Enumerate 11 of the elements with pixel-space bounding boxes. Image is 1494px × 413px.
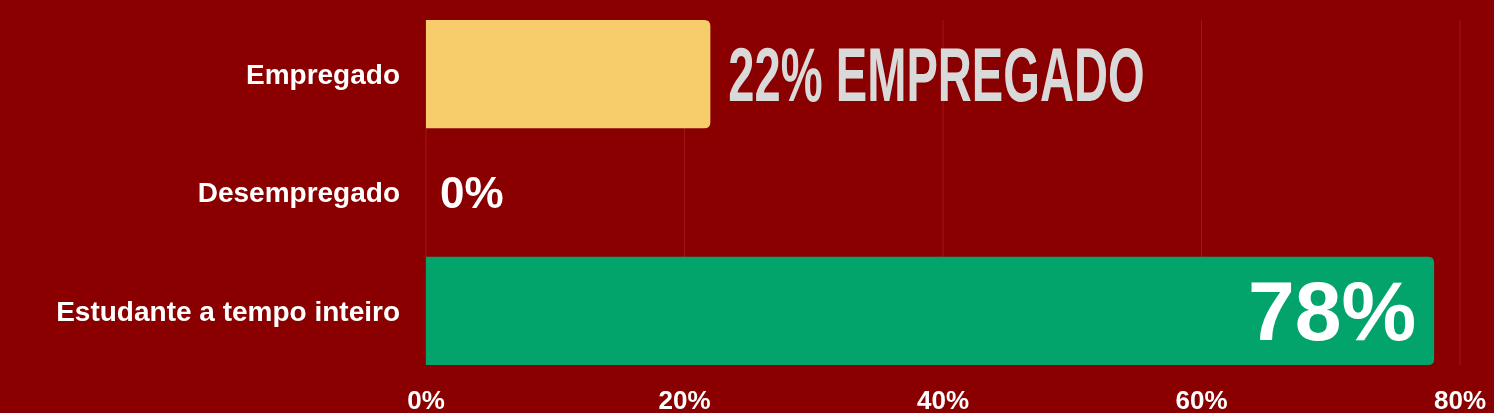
data-label: 0% [440, 167, 504, 217]
y-tick-label: Estudante a tempo inteiro [56, 295, 400, 327]
y-tick-label: Empregado [245, 58, 400, 90]
data-label: 22% EMPREGADO [728, 32, 1145, 117]
x-tick-label: 60% [1175, 385, 1228, 413]
data-label: 78% [1248, 264, 1417, 359]
x-tick-label: 80% [1433, 385, 1487, 413]
x-tick-label: 0% [407, 385, 445, 413]
x-tick-label: 20% [658, 385, 711, 413]
x-tick-label: 40% [916, 385, 970, 413]
y-tick-label: Desempregado [197, 177, 400, 209]
